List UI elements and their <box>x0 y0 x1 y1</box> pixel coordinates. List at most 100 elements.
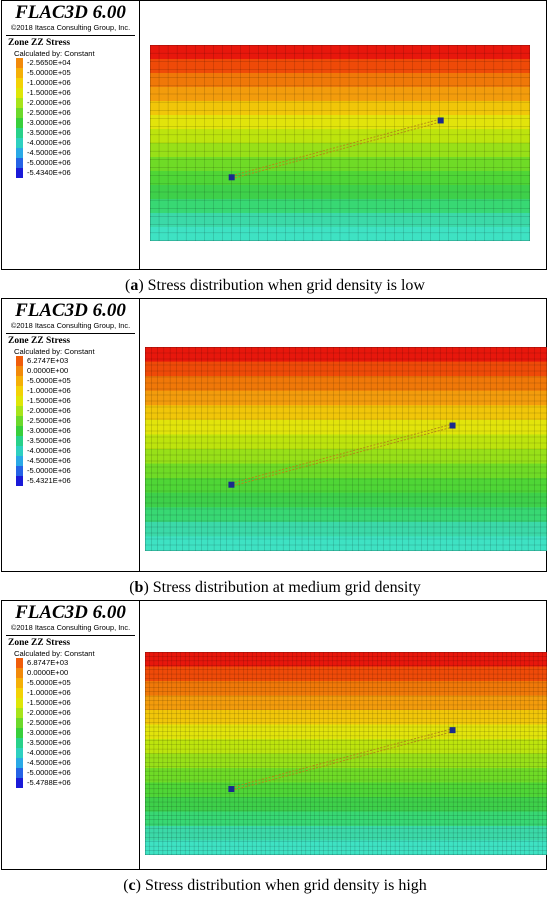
legend-item: -2.5000E+06 <box>14 108 139 118</box>
legend-swatch <box>16 708 23 718</box>
legend-swatch <box>16 446 23 456</box>
legend-label: -4.0000E+06 <box>27 446 71 455</box>
copyright-text: ©2018 Itasca Consulting Group, Inc. <box>10 623 131 632</box>
legend-swatch <box>16 158 23 168</box>
legend-item: -2.5000E+06 <box>14 416 139 426</box>
legend-swatch <box>16 748 23 758</box>
legend-item: 6.2747E+03 <box>14 356 139 366</box>
legend-swatch <box>16 456 23 466</box>
legend-divider <box>6 635 135 636</box>
legend-label: -2.5000E+06 <box>27 108 71 117</box>
contour-svg <box>150 45 530 241</box>
legend-swatch <box>16 386 23 396</box>
contour-title: Zone ZZ Stress <box>8 336 71 346</box>
legend-label: -2.0000E+06 <box>27 708 71 717</box>
legend-item: -1.0000E+06 <box>14 386 139 396</box>
stress-band <box>145 463 547 479</box>
legend-swatch <box>16 778 23 788</box>
legend-label: -5.0000E+06 <box>27 768 71 777</box>
legend-item: -1.5000E+06 <box>14 396 139 406</box>
caption-label: a <box>130 277 139 294</box>
legend-item: -4.5000E+06 <box>14 456 139 466</box>
stress-band <box>145 666 547 682</box>
connector-line <box>231 728 453 789</box>
legend-label: -2.5650E+04 <box>27 58 71 67</box>
legend-label: -1.5000E+06 <box>27 396 71 405</box>
legend-label: -2.5000E+06 <box>27 416 71 425</box>
legend-label: -1.0000E+06 <box>27 386 71 395</box>
legend-swatch <box>16 658 23 668</box>
stress-contour-plot <box>145 347 547 551</box>
connector-line <box>231 118 441 177</box>
legend-swatch <box>16 416 23 426</box>
legend-item: -5.4340E+06 <box>14 168 139 178</box>
connector-line <box>231 426 453 487</box>
stress-band <box>145 419 547 436</box>
legend-label: -1.0000E+06 <box>27 688 71 697</box>
legend-item: -3.5000E+06 <box>14 738 139 748</box>
stress-band <box>150 115 530 130</box>
legend-label: -2.0000E+06 <box>27 406 71 415</box>
legend-swatch <box>16 108 23 118</box>
legend-label: -1.5000E+06 <box>27 88 71 97</box>
legend-swatch <box>16 698 23 708</box>
stress-band <box>145 361 547 377</box>
legend-label: -5.0000E+05 <box>27 68 71 77</box>
legend-item: -5.0000E+06 <box>14 466 139 476</box>
stress-band <box>145 536 547 551</box>
anchor-point-right <box>437 117 444 124</box>
legend-label: -4.0000E+06 <box>27 138 71 147</box>
mesh-grid <box>150 45 530 241</box>
legend-swatch <box>16 436 23 446</box>
legend-swatch <box>16 138 23 148</box>
stress-band <box>145 521 547 538</box>
legend-item: 0.0000E+00 <box>14 366 139 376</box>
stress-band <box>145 652 547 668</box>
legend-label: 0.0000E+00 <box>27 668 69 677</box>
software-title: FLAC3D 6.00 <box>15 2 126 23</box>
caption-label: c <box>128 877 136 894</box>
legend-swatch <box>16 356 23 366</box>
legend-swatch <box>16 758 23 768</box>
legend-label: -3.0000E+06 <box>27 728 71 737</box>
legend-swatch <box>16 98 23 108</box>
stress-band <box>145 507 547 523</box>
stress-band <box>145 434 547 450</box>
legend-swatch <box>16 376 23 386</box>
caption-text: Stress distribution when grid density is… <box>143 277 425 294</box>
stress-band <box>150 73 530 88</box>
anchor-point-left <box>228 174 235 181</box>
legend-box: FLAC3D 6.00 ©2018 Itasca Consulting Grou… <box>2 299 140 571</box>
figure-frame: FLAC3D 6.00 ©2018 Itasca Consulting Grou… <box>1 298 547 572</box>
legend-swatch <box>16 728 23 738</box>
connector-line <box>231 731 453 792</box>
stress-band <box>145 681 547 697</box>
legend-label: 0.0000E+00 <box>27 366 69 375</box>
calculated-by: Calculated by: Constant <box>14 649 95 658</box>
legend-label: -4.5000E+06 <box>27 456 71 465</box>
legend-swatch <box>16 148 23 158</box>
anchor-point-left <box>228 481 235 488</box>
legend-item: -2.0000E+06 <box>14 708 139 718</box>
anchor-point-right <box>449 727 456 734</box>
legend-item: -5.0000E+05 <box>14 376 139 386</box>
legend-swatch <box>16 58 23 68</box>
legend-swatch <box>16 366 23 376</box>
legend-item: -5.0000E+05 <box>14 68 139 78</box>
legend-item: -3.0000E+06 <box>14 118 139 128</box>
legend-swatch <box>16 738 23 748</box>
figure-frame: FLAC3D 6.00 ©2018 Itasca Consulting Grou… <box>1 600 547 870</box>
legend-item: -4.0000E+06 <box>14 446 139 456</box>
legend-label: -3.5000E+06 <box>27 436 71 445</box>
legend-item: -1.0000E+06 <box>14 78 139 88</box>
stress-band <box>150 143 530 158</box>
stress-band <box>145 449 547 465</box>
legend-swatch <box>16 78 23 88</box>
legend-item: -5.0000E+06 <box>14 768 139 778</box>
legend-label: -3.5000E+06 <box>27 738 71 747</box>
stress-band <box>150 45 530 60</box>
contour-title: Zone ZZ Stress <box>8 38 71 48</box>
legend-label: -5.0000E+05 <box>27 678 71 687</box>
legend-divider <box>6 35 135 36</box>
legend-item: -2.5650E+04 <box>14 58 139 68</box>
